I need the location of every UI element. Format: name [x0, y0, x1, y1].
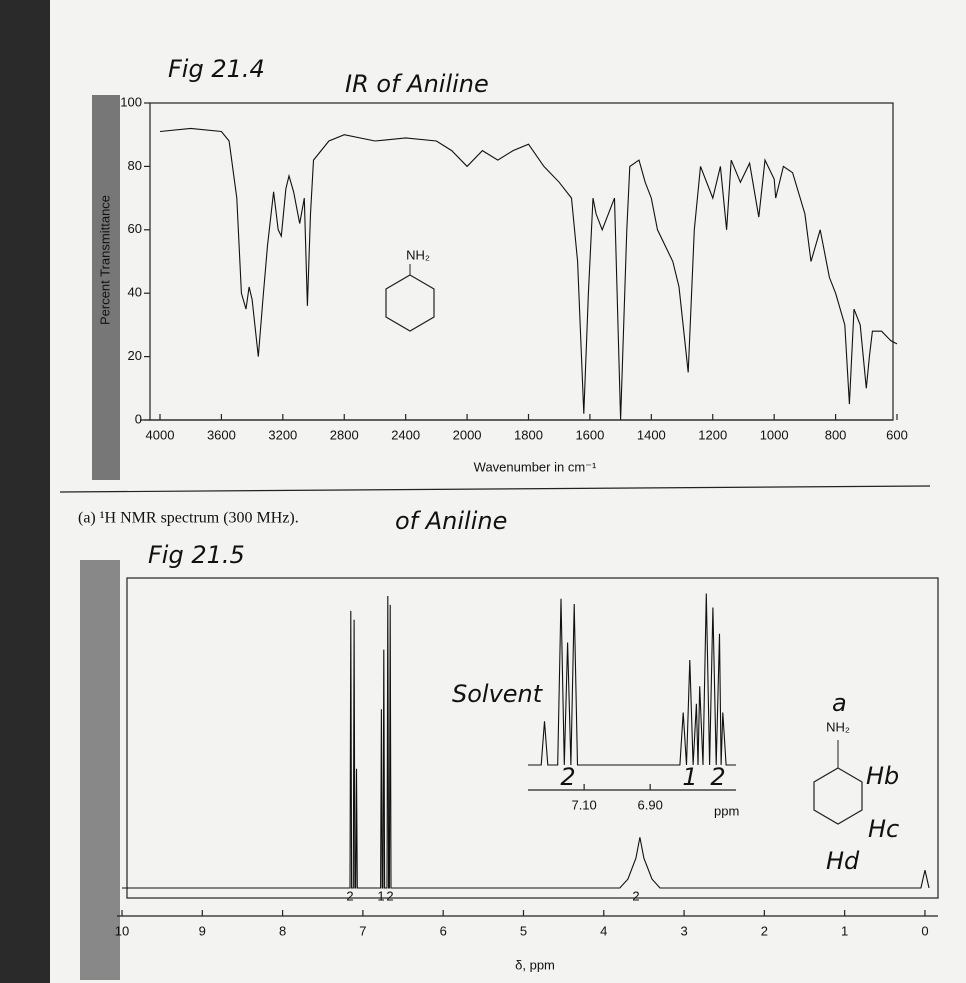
x-tick-label: 3600 [207, 427, 236, 442]
x-tick-label: 1800 [514, 427, 543, 442]
x-axis-label: δ, ppm [515, 957, 555, 972]
y-tick-label: 80 [128, 158, 142, 173]
nmr-fig: Fig 21.5 [148, 541, 245, 569]
x-tick-label: 5 [520, 923, 527, 938]
benzene [385, 274, 435, 332]
spectrum-line [122, 595, 930, 889]
x-tick-label: 2000 [453, 427, 482, 442]
h-label: Hd [826, 847, 860, 875]
integration: 2 [560, 763, 575, 791]
x-tick-label: 1400 [637, 427, 666, 442]
integration: 2 [386, 888, 393, 903]
plot-frame [126, 577, 939, 899]
x-tick-label: 3200 [268, 427, 297, 442]
page-edge [0, 0, 50, 983]
x-tick-label: 3 [680, 923, 687, 938]
y-tick-label: 40 [128, 285, 142, 300]
x-tick-label: 1 [841, 923, 848, 938]
x-tick-label: 6 [440, 923, 447, 938]
x-tick-label: 1000 [760, 427, 789, 442]
divider [59, 485, 931, 493]
x-tick-label: 2800 [330, 427, 359, 442]
x-tick-label: 7.10 [571, 797, 596, 812]
integration: 2 [346, 888, 353, 903]
x-tick-label: 800 [825, 427, 847, 442]
integration: 1 [682, 763, 697, 791]
x-tick-label: 0 [921, 923, 928, 938]
label-strip [80, 560, 120, 980]
ir-title: IR of Aniline [345, 70, 489, 98]
x-axis-label: ppm [714, 803, 739, 818]
integration: 2 [710, 763, 725, 791]
x-tick-label: 7 [359, 923, 366, 938]
x-tick-label: 2400 [391, 427, 420, 442]
integration: 2 [632, 888, 639, 903]
structure-label: NH₂ [826, 719, 850, 734]
h-label: Hc [868, 815, 899, 843]
y-tick-label: 60 [128, 221, 142, 236]
benzene [813, 767, 863, 825]
x-tick-label: 1200 [698, 427, 727, 442]
x-tick-label: 10 [115, 923, 129, 938]
y-tick-label: 20 [128, 348, 142, 363]
integration: 1 [377, 888, 384, 903]
x-tick-label: 1600 [575, 427, 604, 442]
x-tick-label: 4 [600, 923, 607, 938]
spectrum-line [159, 127, 898, 421]
nmr-caption: (a) ¹H NMR spectrum (300 MHz). [78, 510, 299, 527]
h-label: a [832, 689, 847, 717]
solvent-label: Solvent [452, 680, 544, 708]
x-tick-label: 9 [199, 923, 206, 938]
x-tick-label: 8 [279, 923, 286, 938]
x-tick-label: 4000 [146, 427, 175, 442]
y-tick-label: 100 [120, 94, 142, 109]
y-axis-label: Percent Transmittance [97, 195, 112, 325]
spectrum-line [528, 593, 736, 766]
x-tick-label: 6.90 [638, 797, 663, 812]
ir-fig: Fig 21.4 [168, 55, 265, 83]
label-strip [92, 95, 120, 480]
x-tick-label: 600 [886, 427, 908, 442]
x-axis-label: Wavenumber in cm⁻¹ [474, 459, 597, 474]
h-label: Hb [866, 762, 899, 790]
structure-label: NH₂ [406, 247, 430, 262]
x-tick-label: 2 [761, 923, 768, 938]
y-tick-label: 0 [135, 411, 142, 426]
nmr-title: of Aniline [395, 507, 507, 535]
